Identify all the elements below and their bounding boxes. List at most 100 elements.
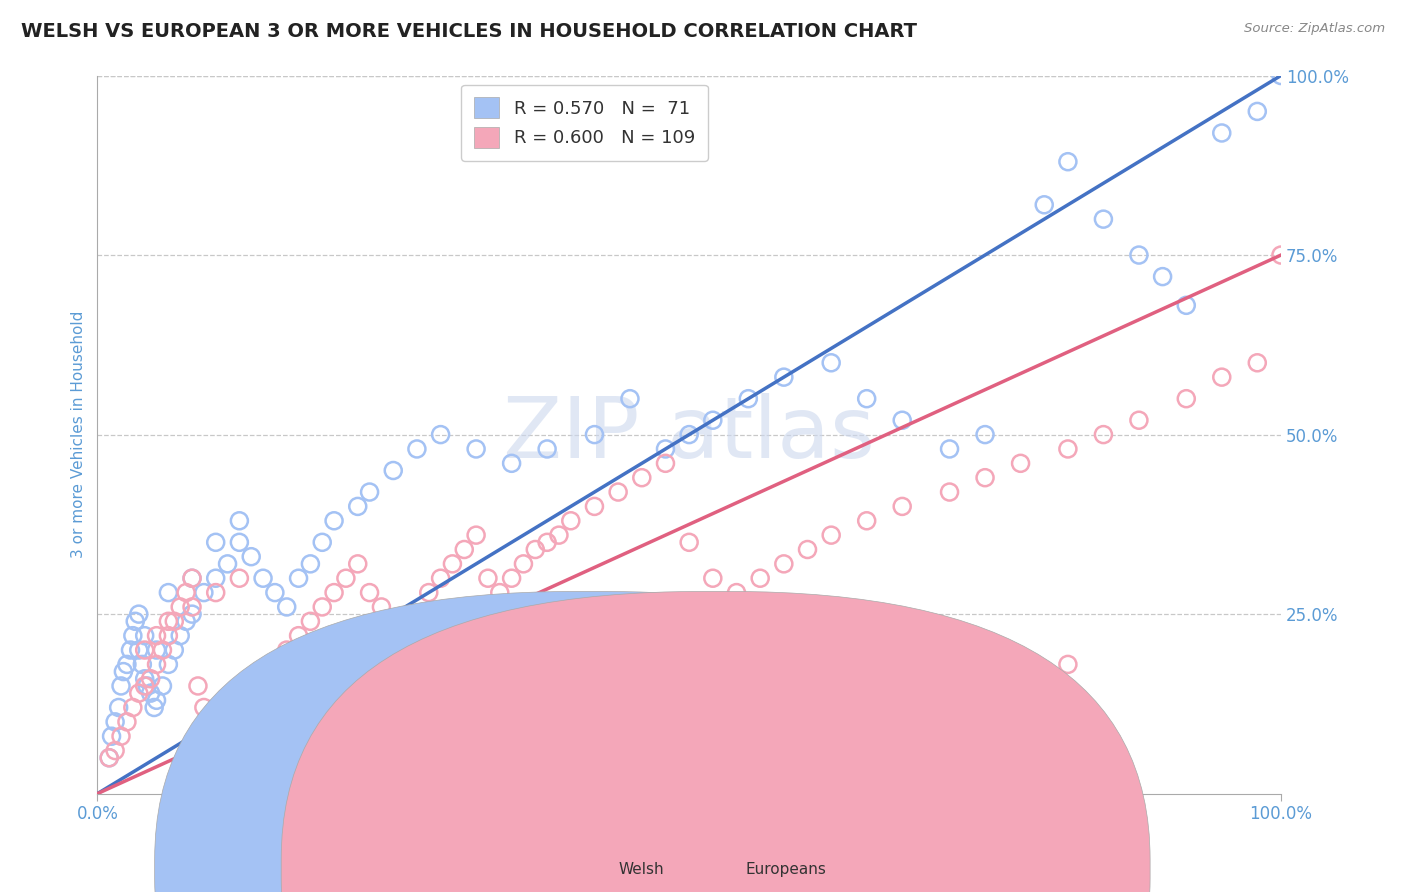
Point (1211, 126, 1233, 140)
Point (974, 427, 997, 442)
Point (145, 693, 167, 707)
Point (488, 585, 510, 599)
Point (139, 686, 162, 700)
Point (501, 456, 523, 470)
Point (115, 657, 138, 672)
Point (128, 643, 150, 657)
Point (157, 629, 180, 643)
Point (820, 528, 842, 542)
Point (938, 700, 960, 714)
Point (163, 643, 186, 657)
Point (112, 665, 135, 679)
Point (169, 599, 191, 614)
Point (1057, 442, 1080, 456)
Point (891, 413, 914, 427)
Point (335, 571, 357, 585)
Point (110, 679, 132, 693)
Point (252, 679, 274, 693)
Point (323, 729, 346, 743)
Point (512, 751, 534, 765)
Point (157, 615, 180, 629)
Point (204, 585, 226, 599)
Point (394, 629, 416, 643)
Point (346, 557, 368, 571)
Point (1270, 248, 1292, 262)
Point (240, 686, 263, 700)
Point (157, 585, 180, 599)
Point (181, 571, 204, 585)
Point (1270, 69, 1292, 83)
Point (104, 714, 127, 729)
Point (772, 714, 794, 729)
Point (299, 557, 322, 571)
Point (228, 535, 250, 549)
Point (174, 585, 197, 599)
Point (152, 679, 174, 693)
Point (512, 557, 534, 571)
Point (204, 535, 226, 549)
Point (311, 599, 333, 614)
Point (1211, 370, 1233, 384)
Point (228, 514, 250, 528)
Point (855, 392, 877, 406)
Point (796, 542, 818, 557)
Point (323, 514, 346, 528)
Point (145, 657, 167, 672)
Point (217, 714, 239, 729)
Point (193, 700, 215, 714)
Point (654, 657, 676, 672)
Point (107, 700, 129, 714)
Point (1128, 248, 1150, 262)
Point (139, 672, 162, 686)
Point (104, 743, 127, 757)
Point (264, 585, 287, 599)
Point (772, 370, 794, 384)
Point (702, 413, 724, 427)
Legend: R = 0.570   N =  71, R = 0.600   N = 109: R = 0.570 N = 71, R = 0.600 N = 109 (461, 85, 707, 161)
Point (134, 672, 156, 686)
Point (346, 714, 368, 729)
Point (536, 729, 558, 743)
Point (725, 751, 748, 765)
Point (583, 500, 606, 514)
Point (152, 643, 174, 657)
Point (465, 643, 488, 657)
Point (583, 700, 606, 714)
Point (276, 599, 298, 614)
Point (157, 657, 180, 672)
Point (276, 643, 298, 657)
Point (619, 392, 641, 406)
Point (110, 729, 132, 743)
Point (702, 571, 724, 585)
Point (441, 657, 464, 672)
Point (1152, 269, 1174, 284)
Point (974, 686, 997, 700)
Point (678, 643, 700, 657)
Point (465, 528, 488, 542)
Point (264, 657, 287, 672)
Point (737, 392, 759, 406)
Point (181, 607, 204, 621)
Point (287, 571, 309, 585)
Point (583, 427, 606, 442)
Text: Europeans: Europeans (745, 863, 827, 877)
Point (240, 549, 263, 564)
Point (678, 535, 700, 549)
Point (299, 714, 322, 729)
Point (891, 714, 914, 729)
Point (536, 442, 558, 456)
Point (134, 643, 156, 657)
Point (128, 686, 150, 700)
Point (974, 471, 997, 485)
Point (654, 456, 676, 470)
Point (143, 700, 166, 714)
Point (548, 528, 571, 542)
Point (418, 672, 440, 686)
Point (228, 700, 250, 714)
Text: WELSH VS EUROPEAN 3 OR MORE VEHICLES IN HOUSEHOLD CORRELATION CHART: WELSH VS EUROPEAN 3 OR MORE VEHICLES IN … (21, 22, 917, 41)
Point (228, 571, 250, 585)
Point (630, 471, 652, 485)
Point (524, 542, 547, 557)
Point (488, 629, 510, 643)
Point (607, 686, 630, 700)
